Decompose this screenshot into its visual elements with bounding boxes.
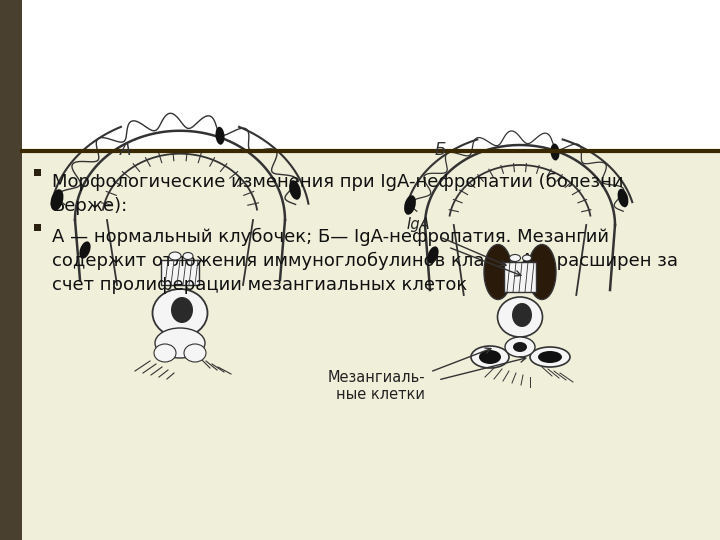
Bar [22,0,720,151]
Text: Морфологические изменения при IgA-нефропатии (болезни
Берже):: Морфологические изменения при IgA-нефроп… [52,173,624,215]
Ellipse shape [50,189,63,211]
Ellipse shape [404,195,416,215]
Ellipse shape [471,346,509,368]
Ellipse shape [154,344,176,362]
Bar [34,169,41,176]
Ellipse shape [215,127,225,145]
Ellipse shape [155,328,205,358]
Bar [504,262,536,292]
Ellipse shape [183,253,193,260]
Ellipse shape [538,351,562,363]
Text: Мезангиаль-
ные клетки: Мезангиаль- ные клетки [328,370,425,402]
Text: Б: Б [435,141,446,159]
Ellipse shape [171,297,193,323]
Text: А: А [120,141,131,159]
Text: IgA: IgA [406,217,430,232]
Ellipse shape [184,344,206,362]
Ellipse shape [498,297,542,337]
Ellipse shape [510,254,521,261]
Ellipse shape [618,189,629,207]
Ellipse shape [153,289,207,337]
Ellipse shape [528,245,556,300]
Ellipse shape [428,246,438,264]
Ellipse shape [169,252,181,260]
Ellipse shape [513,342,527,352]
Ellipse shape [289,180,301,200]
Ellipse shape [479,350,501,364]
Bar [0,0,22,540]
Ellipse shape [523,255,531,261]
Ellipse shape [79,241,91,259]
Bar [161,260,199,285]
Bar [34,224,41,231]
Ellipse shape [505,337,535,357]
Ellipse shape [551,144,559,160]
Text: А — нормальный клубочек; Б— IgA-нефропатия. Мезангий
содержит отложения иммуногл: А — нормальный клубочек; Б— IgA-нефропат… [52,228,678,294]
Ellipse shape [484,245,512,300]
Ellipse shape [512,303,532,327]
Ellipse shape [530,347,570,367]
